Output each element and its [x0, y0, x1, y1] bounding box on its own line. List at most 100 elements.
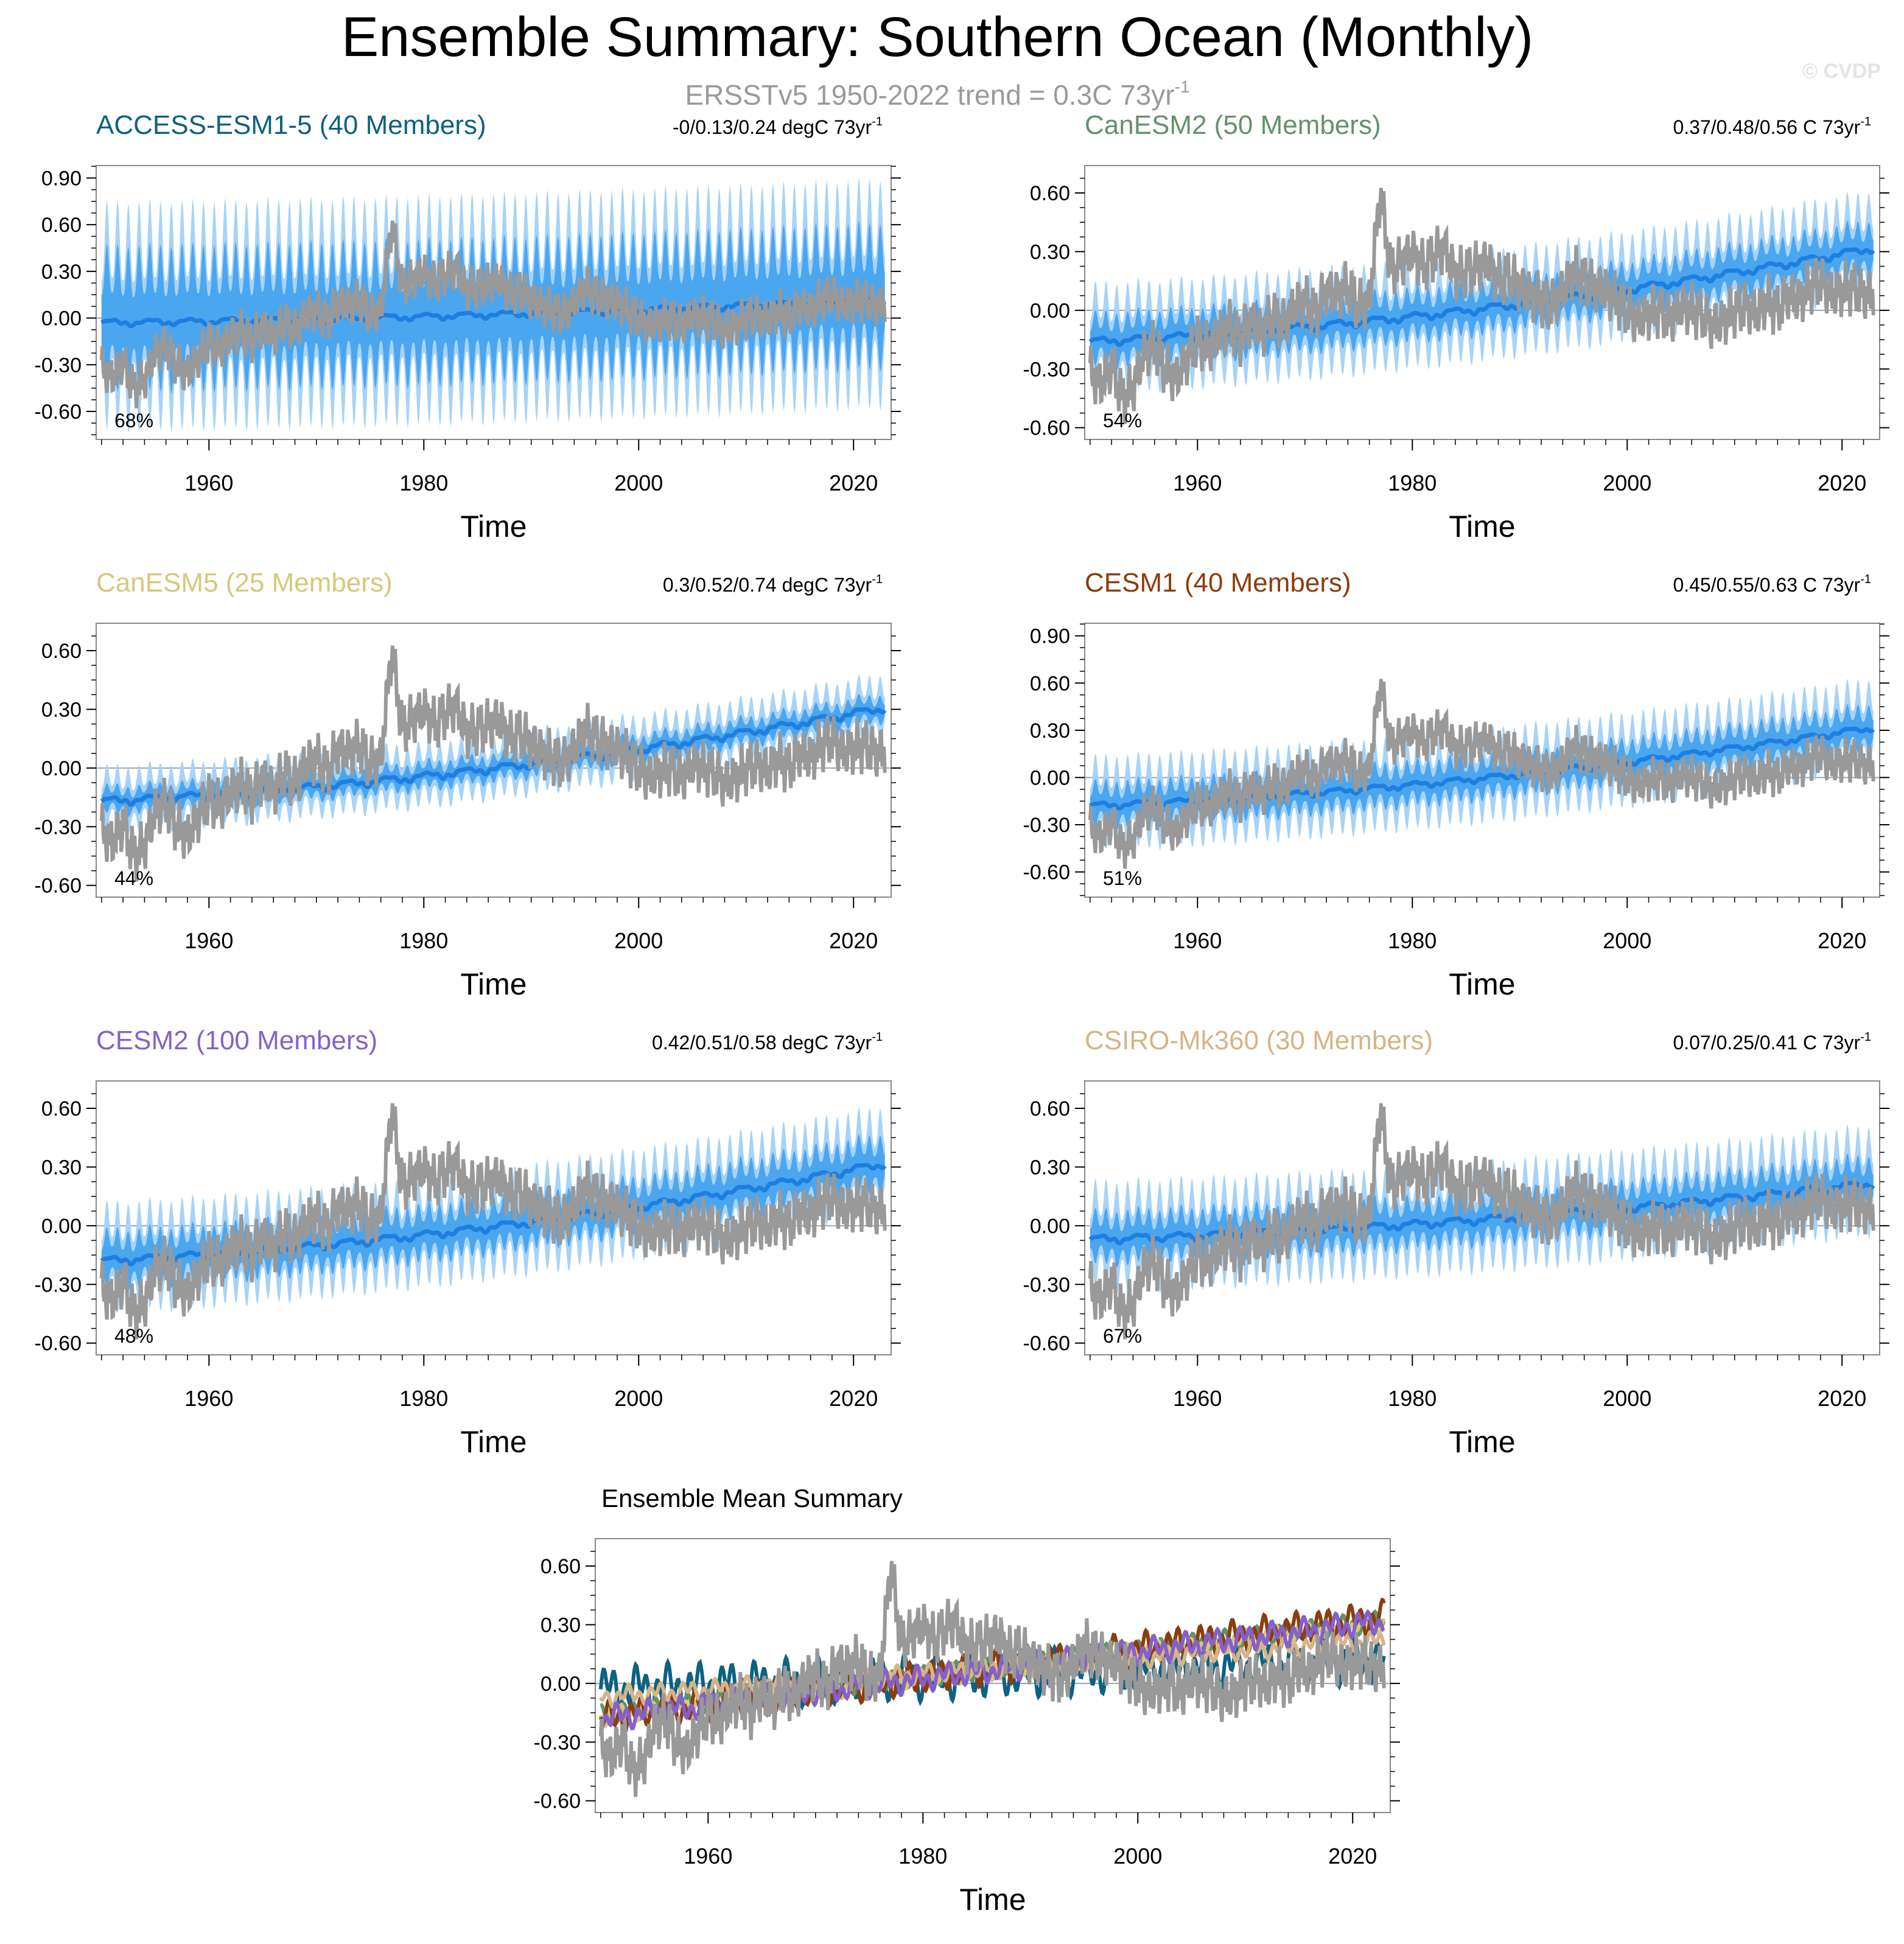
plot-frame [1084, 165, 1880, 440]
plot-frame [96, 1080, 892, 1355]
x-axis-label: Time [460, 1425, 527, 1459]
x-tick-label: 1980 [1388, 1386, 1437, 1411]
y-tick-label: -0.30 [35, 354, 82, 377]
y-tick-label: 0.30 [41, 1156, 82, 1179]
trend-text: 0.42/0.51/0.58 degC 73yr [652, 1032, 872, 1054]
y-tick-label: 0.60 [41, 640, 82, 663]
chart-panel-6: 0.60 0.30 0.00 -0.30 -0.60 1960 1980 2000 2020 Ti… [534, 1484, 1400, 1917]
trend-text: 0.07/0.25/0.41 C 73yr [1673, 1032, 1860, 1054]
x-tick-label: 1980 [399, 928, 448, 953]
x-tick-label: 1960 [184, 470, 233, 495]
chart-panel-1: 0.60 0.30 0.00 -0.30 -0.60 1960 1980 2000 2020 Ti… [1023, 110, 1889, 544]
cvdp-watermark: © CVDP [1802, 60, 1881, 83]
trend-annotation: 0.45/0.55/0.63 C 73yr-1 [1673, 573, 1871, 596]
trend-annotation: -0/0.13/0.24 degC 73yr-1 [673, 115, 883, 138]
y-tick-label: 0.60 [41, 1097, 82, 1121]
observed-series-line [1088, 1103, 1875, 1340]
percent-label: 54% [1103, 410, 1142, 432]
y-tick-label: -0.60 [1023, 417, 1071, 440]
trend-annotation: 0.3/0.52/0.74 degC 73yr-1 [663, 573, 883, 596]
x-tick-label: 2000 [1603, 470, 1651, 495]
x-tick-label: 1980 [898, 1844, 947, 1869]
percent-label: 48% [114, 1325, 153, 1347]
plot-area [1085, 187, 1880, 424]
ensemble-spread-inner [101, 220, 885, 395]
panel-title: Ensemble Mean Summary [601, 1484, 903, 1512]
y-tick-label: 0.00 [1030, 299, 1070, 323]
y-tick-label: -0.30 [534, 1731, 581, 1754]
trend-annotation: 0.37/0.48/0.56 C 73yr-1 [1673, 115, 1871, 138]
x-tick-label: 1960 [1173, 928, 1222, 953]
x-tick-label: 2020 [1818, 470, 1866, 495]
y-tick-label: 0.60 [41, 214, 82, 237]
observed-series-line [99, 645, 887, 882]
y-tick-label: -0.30 [35, 816, 82, 839]
plot-area [1085, 679, 1880, 869]
x-tick-label: 1980 [1388, 470, 1437, 495]
plot-area [96, 645, 891, 882]
y-tick-label: -0.60 [1023, 1332, 1071, 1355]
y-tick-label: -0.30 [1023, 814, 1071, 837]
figure-title: Ensemble Summary: Southern Ocean (Monthl… [341, 6, 1533, 68]
panel-title: CSIRO-Mk360 (30 Members) [1085, 1026, 1433, 1055]
percent-label: 51% [1103, 867, 1142, 889]
x-tick-label: 1960 [684, 1844, 732, 1869]
x-tick-label: 2020 [1328, 1844, 1377, 1869]
subtitle-superscript: -1 [1175, 77, 1190, 96]
panel-title: CESM1 (40 Members) [1085, 568, 1351, 598]
trend-text: 0.37/0.48/0.56 C 73yr [1673, 116, 1860, 138]
percent-label: 68% [114, 410, 153, 432]
y-tick-label: 0.00 [41, 307, 82, 330]
x-tick-label: 1960 [184, 1386, 233, 1411]
x-axis-label: Time [1449, 967, 1515, 1001]
observed-series-line [99, 220, 887, 409]
x-axis-label: Time [1449, 1425, 1515, 1459]
chart-panel-3: 0.90 0.60 0.30 0.00 -0.30 -0.60 1960 1980 2000 20… [1023, 568, 1889, 1001]
x-tick-label: 2000 [614, 928, 663, 953]
y-tick-label: 0.30 [1030, 1156, 1070, 1179]
trend-superscript: -1 [872, 1030, 883, 1044]
y-tick-label: 0.00 [41, 757, 82, 780]
observed-series-line [598, 1561, 1386, 1797]
observed-series-line [99, 1103, 887, 1340]
x-tick-label: 2020 [829, 470, 878, 495]
y-tick-label: 0.30 [541, 1614, 581, 1637]
trend-text: 0.45/0.55/0.63 C 73yr [1673, 574, 1860, 596]
y-tick-label: -0.30 [35, 1273, 82, 1296]
y-tick-label: 0.00 [41, 1215, 82, 1238]
y-tick-label: 0.30 [41, 698, 82, 721]
x-tick-label: 2020 [829, 928, 878, 953]
x-axis-label: Time [460, 509, 527, 544]
y-tick-label: -0.30 [1023, 1273, 1071, 1296]
x-tick-label: 2020 [829, 1386, 878, 1411]
y-tick-label: 0.00 [541, 1673, 581, 1696]
x-tick-label: 1980 [1388, 928, 1437, 953]
trend-annotation: 0.07/0.25/0.41 C 73yr-1 [1673, 1030, 1871, 1054]
x-tick-label: 1960 [184, 928, 233, 953]
x-tick-label: 2000 [614, 470, 663, 495]
plot-area [595, 1561, 1390, 1797]
x-tick-label: 1960 [1173, 470, 1222, 495]
x-tick-label: 2000 [1603, 928, 1651, 953]
y-tick-label: 0.30 [1030, 719, 1070, 743]
observed-series-line [1088, 187, 1875, 424]
x-tick-label: 1980 [399, 470, 448, 495]
y-tick-label: 0.30 [1030, 240, 1070, 264]
y-tick-label: 0.90 [41, 167, 82, 190]
chart-panel-2: 0.60 0.30 0.00 -0.30 -0.60 1960 1980 2000 2020 Ti… [35, 568, 901, 1001]
percent-label: 44% [114, 867, 153, 889]
chart-panel-4: 0.60 0.30 0.00 -0.30 -0.60 1960 1980 2000 2020 Ti… [35, 1026, 901, 1459]
x-axis-label: Time [460, 967, 527, 1001]
y-tick-label: 0.60 [1030, 182, 1070, 205]
y-tick-label: 0.90 [1030, 625, 1070, 648]
plot-frame [595, 1538, 1391, 1813]
y-tick-label: 0.00 [1030, 766, 1070, 789]
plot-area [96, 1103, 891, 1340]
x-tick-label: 2020 [1818, 928, 1866, 953]
plot-area [96, 177, 891, 434]
plot-frame [96, 165, 892, 440]
panel-title: CanESM2 (50 Members) [1085, 110, 1381, 140]
plot-frame [1084, 623, 1880, 898]
y-tick-label: -0.60 [35, 875, 82, 898]
chart-panel-0: 0.90 0.60 0.30 0.00 -0.30 -0.60 1960 1980 2000 20… [35, 110, 901, 544]
